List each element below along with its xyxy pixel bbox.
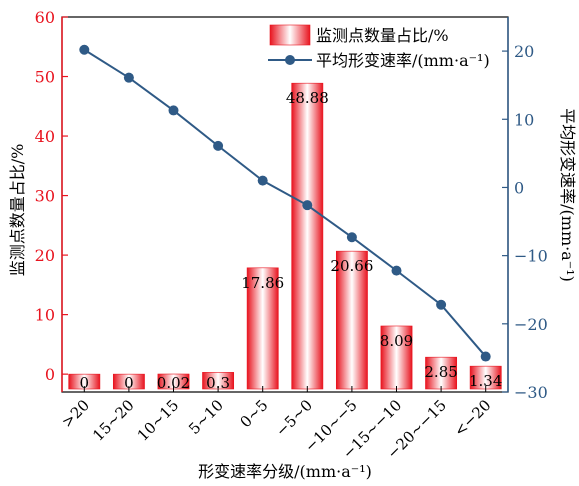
line-point-3 [213,140,224,151]
line-point-7 [391,265,402,276]
bars-layer [68,82,502,390]
right-tick-label-0: −30 [514,383,548,402]
line-point-1 [123,72,134,83]
left-tick-label-4: 40 [35,127,55,146]
right-axis-ticks: −30 −20 −10 0 10 20 [502,42,548,402]
line-point-4 [257,175,268,186]
line-series-path [83,48,487,358]
bar-8 [425,356,458,390]
left-tick-label-2: 20 [35,246,55,265]
legend-bar-swatch [269,24,311,46]
right-tick-label-5: 20 [514,42,534,61]
bar-label-4: 17.86 [241,274,284,292]
legend: 监测点数量占比/% 平均形变速率/(mm·a⁻¹) [268,24,490,70]
bar-label-0: 0 [80,374,90,392]
line-point-2 [168,105,179,116]
line-point-9 [480,351,491,362]
left-tick-label-1: 10 [35,306,55,325]
left-tick-label-5: 50 [35,68,55,87]
left-tick-label-0: 0 [45,365,55,384]
bar-label-3: 0.3 [206,374,230,392]
right-tick-label-3: 0 [514,178,524,197]
x-tick-label-1: 15~20 [89,396,138,445]
right-tick-label-2: −10 [514,247,548,266]
x-tick-label-0: >20 [58,396,93,431]
legend-line-marker [285,55,295,65]
bar-label-5: 48.88 [286,89,329,107]
line-point-0 [79,44,90,55]
right-tick-label-1: −20 [514,315,548,334]
bar-label-2: 0.02 [157,374,190,392]
bar-5 [291,82,324,390]
line-point-5 [302,200,313,211]
left-axis-ticks: 0 10 20 30 40 50 60 [35,8,68,384]
legend-line-label: 平均形变速率/(mm·a⁻¹) [316,51,490,70]
left-tick-label-6: 60 [35,8,55,27]
bar-label-8: 2.85 [424,363,457,381]
line-layer [79,44,491,362]
right-tick-label-4: 10 [514,110,534,129]
line-point-6 [346,232,357,243]
left-tick-label-3: 30 [35,187,55,206]
right-axis-label: 平均形变速率/(mm·a⁻¹) [558,108,577,282]
x-tick-label-4: 0~5 [236,396,271,431]
x-axis-label: 形变速率分级/(mm·a⁻¹) [198,462,372,481]
bar-label-9: 1.34 [469,372,502,390]
bar-label-6: 20.66 [330,257,373,275]
legend-bar-label: 监测点数量占比/% [316,26,449,45]
line-point-8 [436,299,447,310]
bar-4 [246,267,279,390]
bar-labels-layer: 0 0 0.02 0.3 17.86 48.88 20.66 8.09 2.85 1.34 [80,89,503,392]
bar-label-7: 8.09 [380,332,413,350]
x-tick-label-9: <−20 [451,396,495,440]
x-tick-label-2: 10~15 [134,396,183,445]
bar-label-1: 0 [124,374,134,392]
x-tick-label-3: 5~10 [185,396,227,438]
left-axis-label: 监测点数量占比/% [8,144,27,277]
bar-7 [380,325,413,390]
bar-6 [335,250,368,390]
